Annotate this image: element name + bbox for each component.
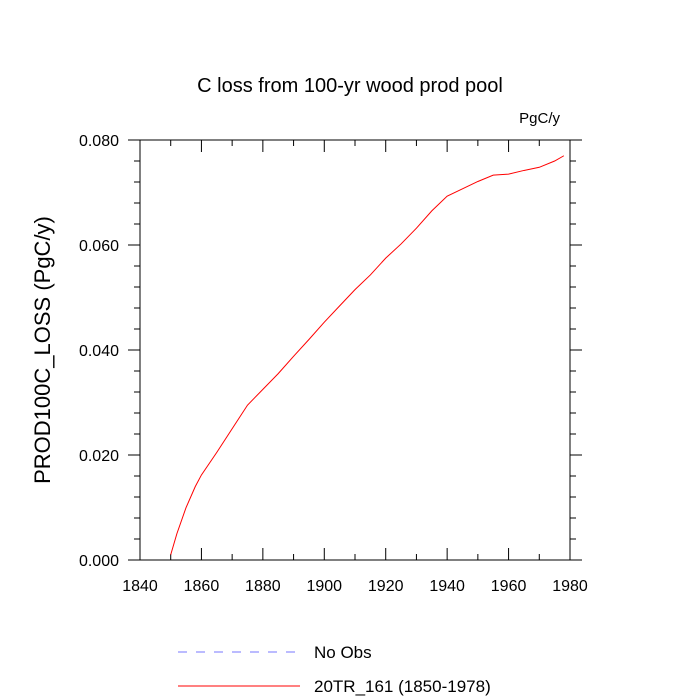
x-axis-ticks: 1840 1860 1880 1900 1920 1940 1960 1980 bbox=[122, 140, 588, 595]
series-layer bbox=[170, 155, 565, 555]
legend-label: No Obs bbox=[314, 643, 372, 662]
y-axis-ticks: 0.000 0.020 0.040 0.060 0.080 bbox=[79, 133, 582, 570]
x-tick-label: 1860 bbox=[184, 578, 220, 595]
y-axis-label: PROD100C_LOSS (PgC/y) bbox=[30, 216, 55, 484]
x-tick-label: 1880 bbox=[245, 578, 281, 595]
x-tick-label: 1960 bbox=[491, 578, 527, 595]
x-tick-label: 1940 bbox=[429, 578, 465, 595]
legend-label: 20TR_161 (1850-1978) bbox=[314, 677, 491, 696]
legend: No Obs 20TR_161 (1850-1978) bbox=[178, 643, 491, 696]
y-tick-label: 0.080 bbox=[79, 133, 119, 150]
y-tick-label: 0.040 bbox=[79, 343, 119, 360]
series-line bbox=[170, 155, 565, 555]
chart-title: C loss from 100-yr wood prod pool bbox=[197, 75, 503, 97]
y-tick-label: 0.000 bbox=[79, 553, 119, 570]
y-tick-label: 0.060 bbox=[79, 238, 119, 255]
units-label: PgC/y bbox=[519, 110, 560, 127]
y-tick-label: 0.020 bbox=[79, 448, 119, 465]
x-tick-label: 1980 bbox=[552, 578, 588, 595]
x-tick-label: 1920 bbox=[368, 578, 404, 595]
x-tick-label: 1840 bbox=[122, 578, 158, 595]
x-tick-label: 1900 bbox=[306, 578, 342, 595]
plot-frame bbox=[139, 139, 571, 561]
